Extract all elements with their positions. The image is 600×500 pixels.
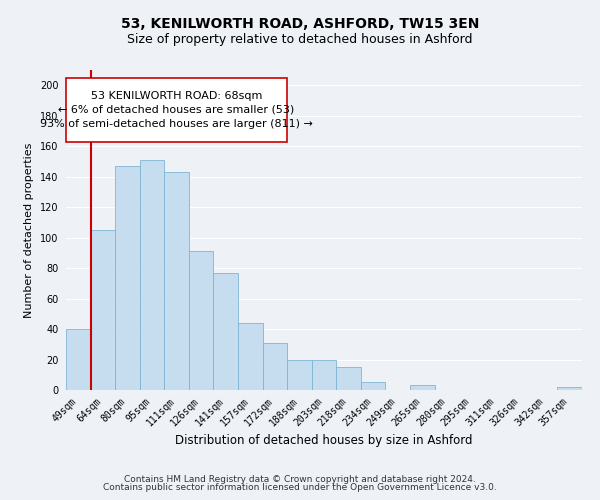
FancyBboxPatch shape [66, 78, 287, 142]
Text: 53 KENILWORTH ROAD: 68sqm
← 6% of detached houses are smaller (53)
93% of semi-d: 53 KENILWORTH ROAD: 68sqm ← 6% of detach… [40, 90, 313, 128]
Y-axis label: Number of detached properties: Number of detached properties [25, 142, 34, 318]
Bar [140, 160, 164, 390]
Bar [410, 386, 434, 390]
Bar [91, 230, 115, 390]
Bar [263, 343, 287, 390]
Bar [66, 329, 91, 390]
Bar [189, 252, 214, 390]
Bar [115, 166, 140, 390]
Bar [238, 323, 263, 390]
Bar [361, 382, 385, 390]
Bar [214, 272, 238, 390]
X-axis label: Distribution of detached houses by size in Ashford: Distribution of detached houses by size … [175, 434, 473, 447]
Bar [557, 387, 582, 390]
Text: Contains HM Land Registry data © Crown copyright and database right 2024.: Contains HM Land Registry data © Crown c… [124, 476, 476, 484]
Bar [312, 360, 336, 390]
Bar [164, 172, 189, 390]
Bar [336, 367, 361, 390]
Text: Contains public sector information licensed under the Open Government Licence v3: Contains public sector information licen… [103, 483, 497, 492]
Text: Size of property relative to detached houses in Ashford: Size of property relative to detached ho… [127, 32, 473, 46]
Bar [287, 360, 312, 390]
Text: 53, KENILWORTH ROAD, ASHFORD, TW15 3EN: 53, KENILWORTH ROAD, ASHFORD, TW15 3EN [121, 18, 479, 32]
